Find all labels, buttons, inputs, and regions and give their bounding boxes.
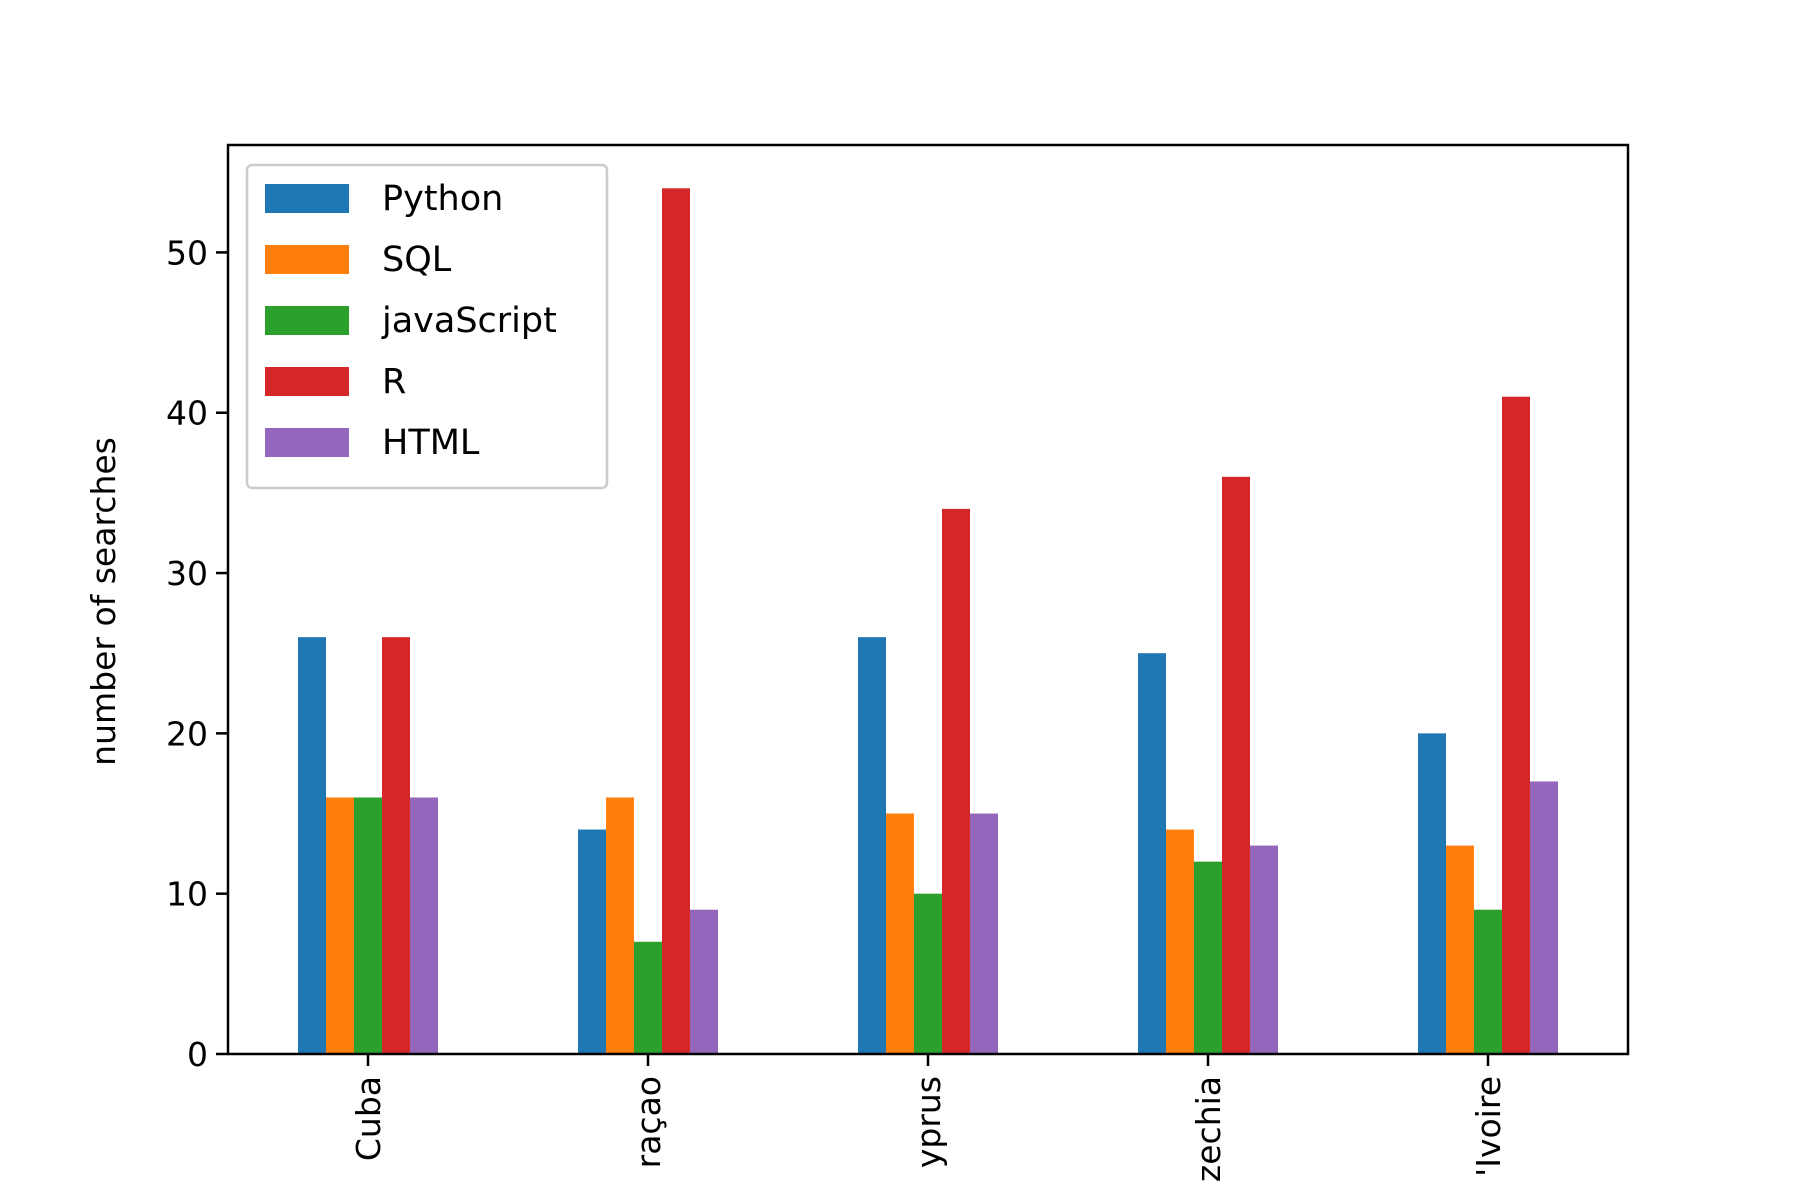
- bar-javascript-3: [1194, 861, 1222, 1054]
- x-tick-label: yprus: [909, 1076, 948, 1168]
- bar-javascript-2: [914, 893, 942, 1054]
- bar-python-4: [1418, 733, 1446, 1054]
- bars-group: [298, 188, 1558, 1055]
- legend-label-sql: SQL: [382, 240, 452, 280]
- bar-javascript-1: [634, 941, 662, 1054]
- bar-sql-0: [326, 797, 354, 1054]
- x-axis: Cuba raçao yprus zechia 'Ivoire: [349, 1054, 1508, 1182]
- y-tick-label: 20: [166, 714, 208, 753]
- bar-html-0: [410, 797, 438, 1054]
- bar-python-3: [1138, 653, 1166, 1054]
- y-axis: 0 10 20 30 40 50: [166, 233, 228, 1074]
- bar-html-3: [1250, 845, 1278, 1054]
- bar-javascript-4: [1474, 909, 1502, 1054]
- y-tick-label: 30: [166, 554, 208, 593]
- y-tick-label: 0: [187, 1035, 208, 1074]
- legend-label-javascript: javaScript: [381, 301, 557, 341]
- bar-r-1: [662, 188, 690, 1055]
- x-tick-label: Cuba: [349, 1076, 388, 1161]
- y-axis-label: number of searches: [84, 437, 123, 766]
- bar-html-4: [1530, 781, 1558, 1054]
- bar-html-2: [970, 813, 998, 1054]
- bar-sql-4: [1446, 845, 1474, 1054]
- legend-swatch-python: [265, 184, 349, 213]
- legend: Python SQL javaScript R HTML: [245, 163, 609, 490]
- legend-label-html: HTML: [382, 423, 480, 463]
- bar-r-4: [1502, 396, 1530, 1054]
- bar-r-0: [382, 637, 410, 1054]
- bar-html-1: [690, 909, 718, 1054]
- bar-r-2: [942, 508, 970, 1054]
- bar-python-0: [298, 637, 326, 1054]
- x-tick-label: raçao: [629, 1076, 668, 1168]
- y-tick-label: 40: [166, 394, 208, 433]
- bar-r-3: [1222, 476, 1250, 1054]
- bar-python-2: [858, 637, 886, 1054]
- legend-swatch-html: [265, 428, 349, 457]
- y-tick-label: 10: [166, 875, 208, 914]
- bar-sql-2: [886, 813, 914, 1054]
- legend-swatch-javascript: [265, 306, 349, 335]
- bar-python-1: [578, 829, 606, 1054]
- bar-javascript-0: [354, 797, 382, 1054]
- legend-label-r: R: [382, 362, 406, 402]
- bar-sql-3: [1166, 829, 1194, 1054]
- x-tick-label: 'Ivoire: [1469, 1076, 1508, 1177]
- legend-swatch-sql: [265, 245, 349, 274]
- y-tick-label: 50: [166, 233, 208, 272]
- bar-sql-1: [606, 797, 634, 1054]
- legend-label-python: Python: [382, 179, 503, 219]
- legend-swatch-r: [265, 367, 349, 396]
- x-tick-label: zechia: [1189, 1076, 1228, 1182]
